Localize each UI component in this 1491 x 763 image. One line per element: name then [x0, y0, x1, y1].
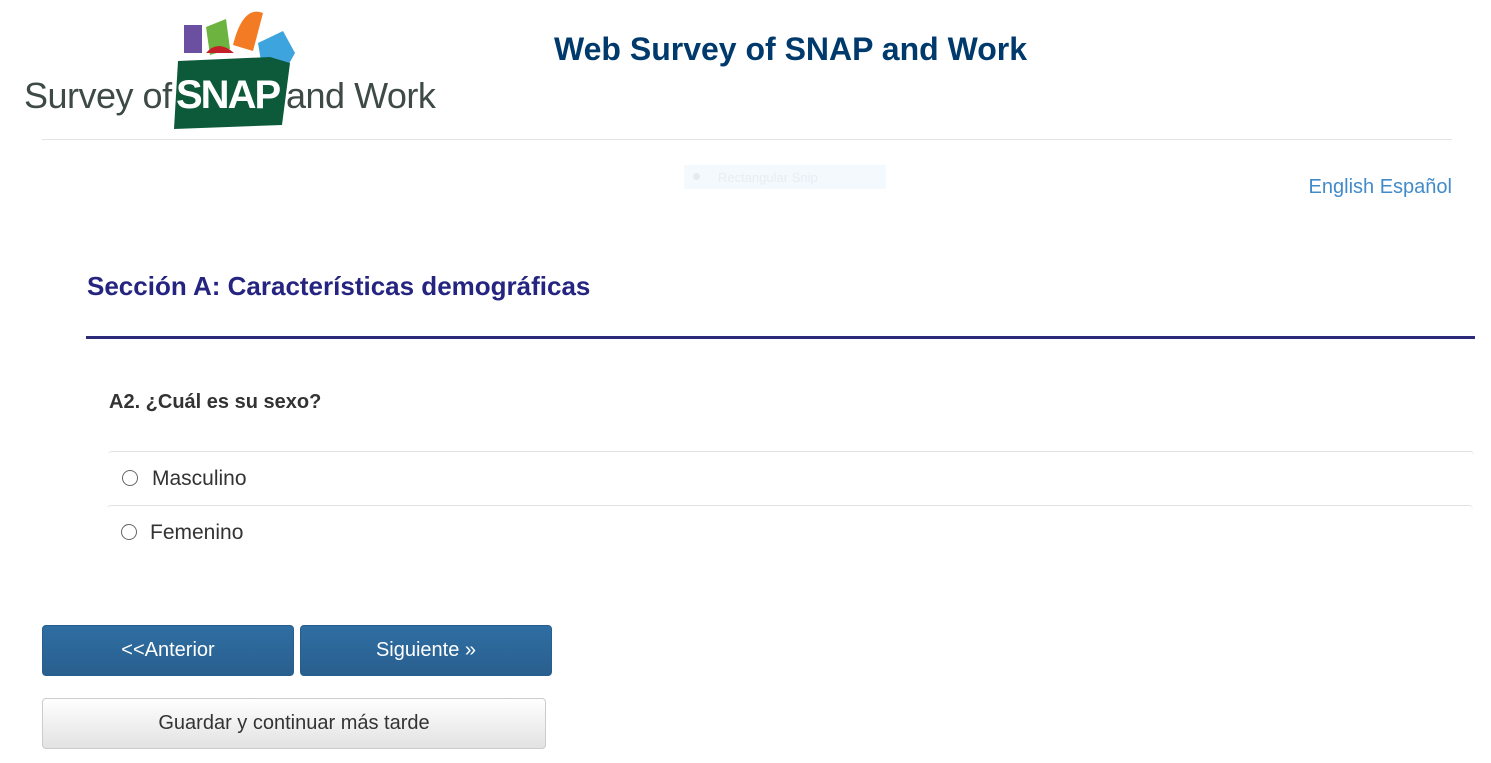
snip-icon [693, 173, 700, 180]
section-title: Sección A: Características demográficas [87, 271, 591, 301]
option-masculino[interactable]: Masculino [108, 451, 1474, 505]
option-label: Femenino [150, 521, 244, 544]
language-switcher: English Español [1309, 176, 1452, 199]
snip-overlay: Rectangular Snip [684, 165, 886, 189]
logo-text: and Work [286, 75, 436, 116]
spanish-link[interactable]: Español [1379, 176, 1452, 198]
page-title: Web Survey of SNAP and Work [554, 31, 1027, 67]
snip-label: Rectangular Snip [718, 170, 818, 185]
survey-logo: Survey of SNAP and Work [18, 5, 448, 130]
option-femenino[interactable]: Femenino [107, 505, 1473, 559]
divider [42, 139, 1452, 140]
logo-text-snap: SNAP [176, 73, 281, 117]
logo-text: Survey of [24, 75, 172, 116]
previous-button[interactable]: <<Anterior [42, 625, 294, 676]
english-link[interactable]: English [1308, 176, 1375, 198]
section-divider [86, 336, 1475, 339]
option-label: Masculino [152, 467, 247, 490]
next-button[interactable]: Siguiente » [300, 625, 552, 676]
question-text: A2. ¿Cuál es su sexo? [109, 391, 322, 413]
radio-masculino[interactable] [122, 470, 138, 486]
save-continue-later-button[interactable]: Guardar y continuar más tarde [42, 698, 546, 749]
grocery-bag-icon [174, 11, 295, 129]
radio-femenino[interactable] [121, 524, 137, 540]
